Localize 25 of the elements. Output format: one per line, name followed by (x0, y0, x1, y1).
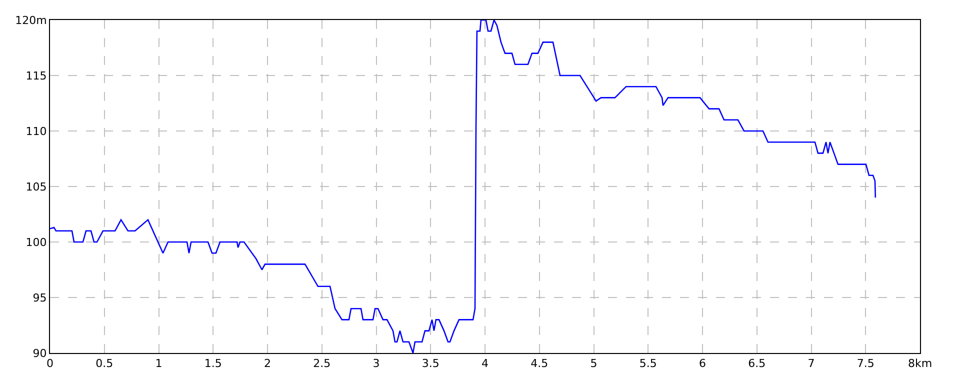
x-tick-label: 0 (46, 357, 54, 370)
y-tick-label: 115 (26, 69, 47, 82)
x-tick-label: 8km (908, 357, 932, 370)
x-tick-label: 1 (155, 357, 162, 370)
y-tick-label: 120m (15, 14, 47, 27)
x-tick-label: 7 (808, 357, 815, 370)
x-tick-label: 3 (372, 357, 380, 370)
y-tick-label: 95 (32, 291, 47, 304)
x-tick-label: 6.5 (748, 357, 766, 370)
y-tick-label: 110 (26, 124, 47, 138)
x-tick-label: 4 (482, 357, 488, 370)
x-tick-label: 2.5 (313, 357, 331, 370)
x-tick-label: 0.5 (96, 357, 114, 370)
x-tick-label: 5.5 (639, 357, 657, 370)
x-tick-label: 5 (590, 357, 598, 370)
x-tick-label: 7.5 (856, 357, 874, 370)
x-tick-label: 3.5 (422, 357, 440, 370)
x-tick-label: 6 (699, 357, 706, 370)
y-tick-label: 90 (32, 346, 47, 360)
y-tick-label: 100 (26, 236, 47, 249)
x-tick-label: 2 (264, 357, 271, 370)
y-tick-label: 105 (26, 180, 47, 194)
line-series (50, 20, 876, 353)
x-tick-label: 1.5 (204, 357, 222, 370)
x-tick-label: 4.5 (530, 357, 548, 370)
